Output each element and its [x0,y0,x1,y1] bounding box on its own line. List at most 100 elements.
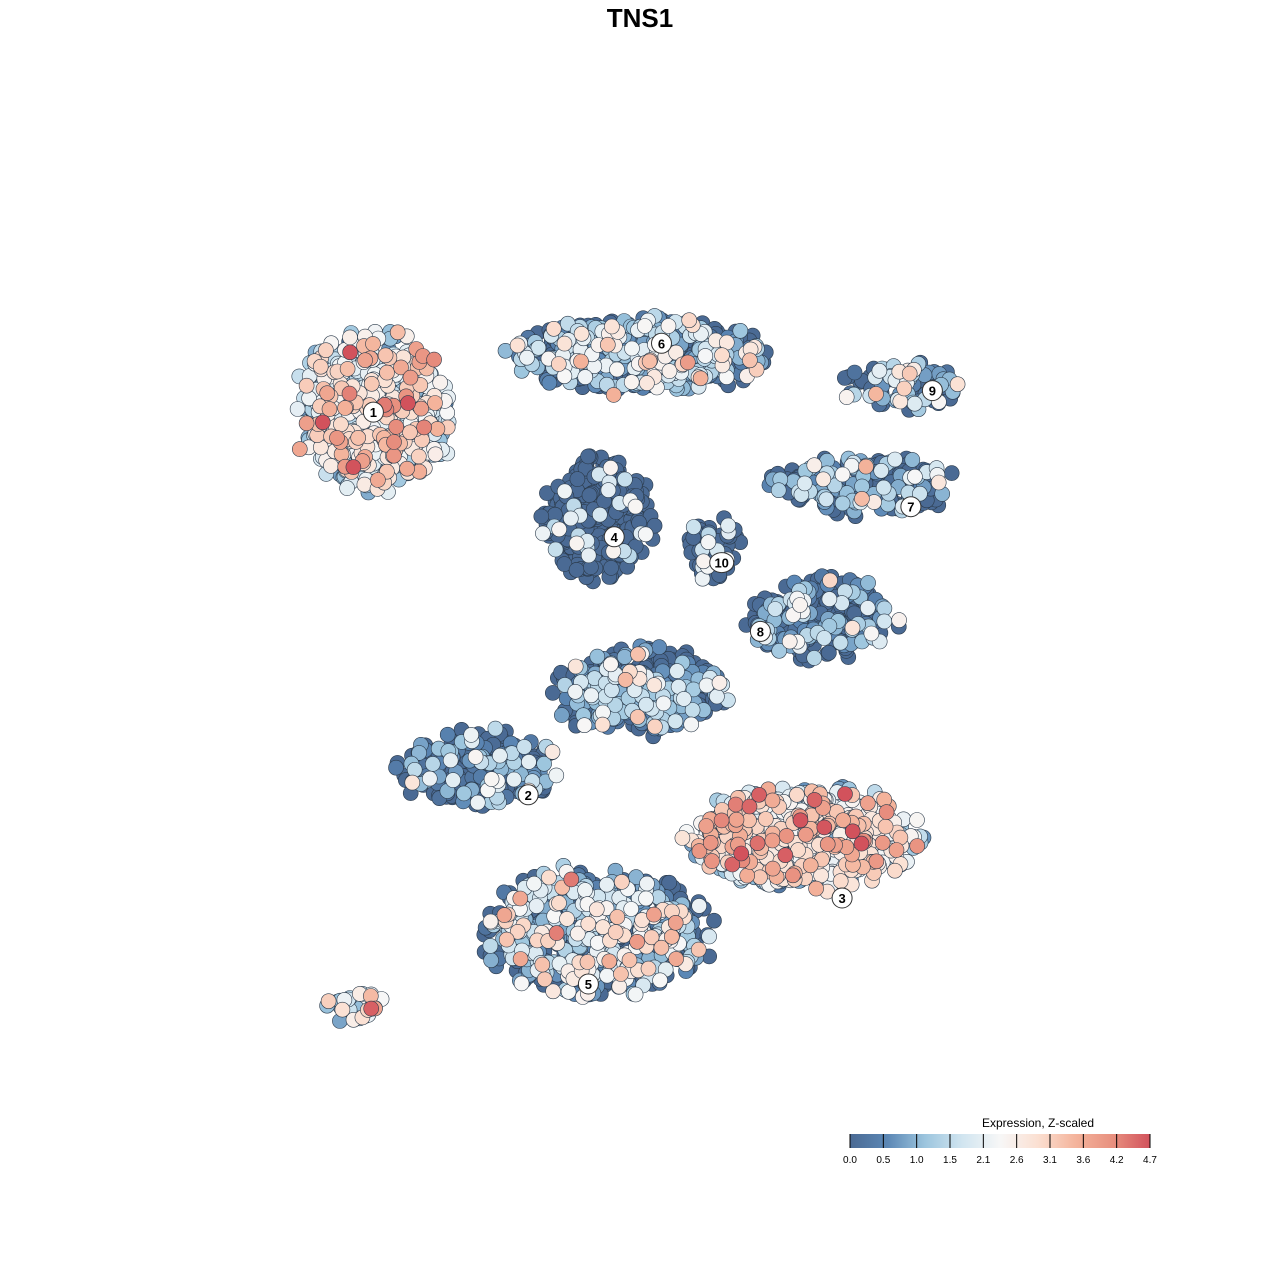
cell-point [706,912,722,929]
cell-point [669,663,685,679]
cell-point [550,356,567,372]
cell-point [641,353,658,370]
cluster-label-9: 9 [921,380,943,402]
cell-point [887,862,903,879]
cell-point [751,786,767,803]
cluster-label-8: 8 [749,620,771,642]
cell-point [739,867,756,884]
cell-point [456,785,472,802]
cell-point [583,687,600,704]
cell-point [365,336,381,352]
cell-point [692,370,709,387]
cell-point [603,560,619,576]
cell-point [439,726,456,743]
cell-point [621,952,638,968]
cell-point [567,683,584,700]
legend-tick-label: 4.7 [1143,1155,1157,1166]
cell-point [386,434,402,450]
cell-point [609,909,626,925]
color-legend: Expression, Z-scaled 0.0 0.5 1.0 1.5 2.1 2.6 3… [843,1116,1157,1166]
cell-point [509,337,526,354]
cell-point [868,386,884,402]
cell-point [333,416,349,433]
cell-point [892,393,909,410]
cell-point [318,342,334,359]
cell-point [764,832,781,849]
cell-point [907,468,923,485]
cell-point [506,771,522,788]
cell-point [445,772,461,788]
cell-point [588,901,605,918]
cell-point [638,890,654,907]
cell-point [599,336,616,353]
cell-point [764,792,781,809]
cell-point [636,318,653,334]
legend-tick-label: 4.2 [1110,1155,1124,1166]
cell-point [334,1001,351,1018]
cluster-label-2: 2 [517,784,539,806]
cell-point [591,506,608,523]
cluster-label-text: 9 [929,384,936,399]
cell-point [859,600,876,616]
cell-point [341,385,358,402]
cell-point [526,875,542,892]
cell-point [469,794,486,811]
cell-point [732,322,749,339]
cell-point [548,925,565,941]
legend-tick-label: 2.1 [976,1155,990,1166]
cell-point [660,318,677,334]
cell-point [623,374,640,390]
cell-point [770,482,787,499]
cell-point [878,804,895,820]
cell-point [930,474,947,491]
cell-point [604,318,620,335]
legend-tick-label: 0.0 [843,1155,857,1166]
cell-point [421,770,438,787]
cell-point [577,369,594,385]
cell-point [808,880,824,897]
cell-point [559,911,575,927]
cell-point [314,414,331,431]
cell-point [573,353,589,370]
cell-point [427,446,444,463]
cell-point [868,853,885,870]
cell-point [854,490,870,507]
cell-point [888,842,905,858]
points-layer [289,308,966,1029]
cell-point [580,916,597,932]
legend-tick-label: 3.1 [1043,1155,1057,1166]
cell-point [815,471,832,488]
cell-point [701,928,717,945]
cell-point [668,951,684,967]
cell-point [298,377,315,394]
cell-point [379,364,395,381]
cell-point [601,953,618,970]
cell-point [442,752,459,769]
cell-point [733,845,750,862]
cluster-label-text: 2 [525,788,532,803]
cell-point [714,347,730,364]
cluster-label-7: 7 [900,496,922,518]
cell-point [298,415,315,432]
cluster-label-3: 3 [831,887,853,909]
cell-point [363,375,380,392]
cluster-label-text: 4 [611,530,619,545]
cell-point [695,553,712,570]
cell-point [551,521,568,538]
cell-point [767,601,784,617]
cell-point [556,335,573,352]
cell-point [887,451,903,468]
cell-point [859,795,876,812]
cell-point [749,835,766,852]
cell-point [533,508,550,525]
cell-point [796,475,813,492]
cell-point [853,835,870,852]
cell-point [873,462,890,479]
cell-point [704,853,720,869]
cell-point [577,882,593,898]
cell-point [553,707,570,723]
cell-point [629,933,645,950]
cell-point [567,658,584,675]
cell-point [909,838,926,854]
cell-point [896,380,913,397]
